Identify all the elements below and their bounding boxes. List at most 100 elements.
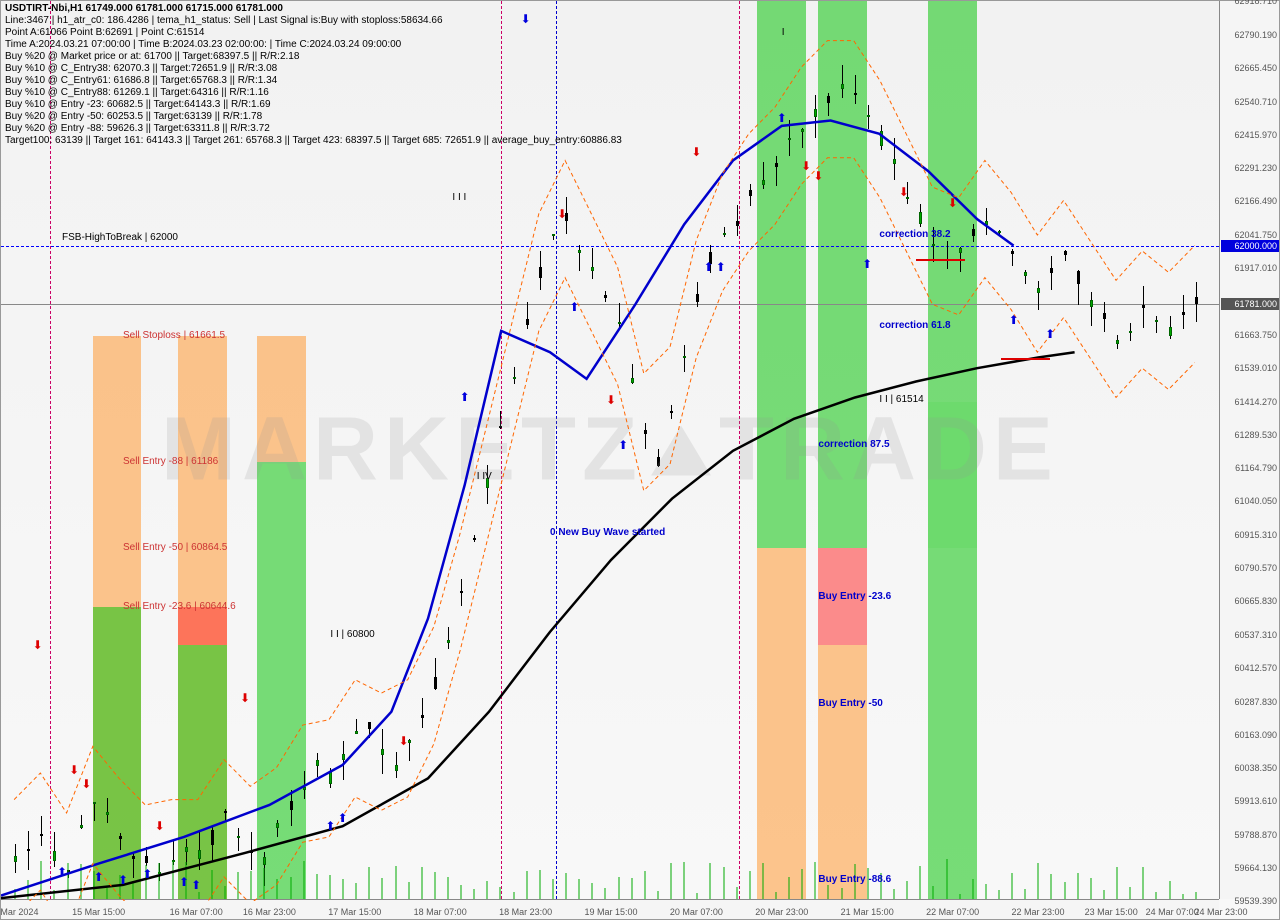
y-tick-label: 61164.790: [1222, 463, 1277, 473]
info-line: Buy %10 @ C_Entry61: 61686.8 || Target:6…: [5, 75, 277, 86]
y-tick-label: 60287.830: [1222, 697, 1277, 707]
info-line: Point A:61066 Point B:62691 | Point C:61…: [5, 27, 204, 38]
y-tick-label: 59913.610: [1222, 796, 1277, 806]
up-arrow-icon: ⬆: [57, 865, 67, 879]
x-axis: 14 Mar 2024 15 Mar 15:00 16 Mar 07:00 16 Ma…: [1, 899, 1219, 919]
chart-label: I IV: [477, 471, 492, 482]
x-tick-label: 23 Mar 15:00: [1085, 907, 1138, 917]
x-tick-label: 15 Mar 15:00: [72, 907, 125, 917]
y-tick-label: 61663.750: [1222, 330, 1277, 340]
x-tick-label: 21 Mar 15:00: [841, 907, 894, 917]
down-arrow-icon: ⬇: [155, 819, 165, 833]
up-arrow-icon: ⬆: [142, 867, 152, 881]
down-arrow-icon: ⬇: [69, 763, 79, 777]
y-tick-label: 59788.870: [1222, 830, 1277, 840]
up-arrow-icon: ⬆: [460, 390, 470, 404]
down-arrow-icon: ⬇: [948, 196, 958, 210]
y-tick-label: 61040.050: [1222, 496, 1277, 506]
x-tick-label: 14 Mar 2024: [0, 907, 38, 917]
chart-label: correction 87.5: [818, 439, 889, 450]
price-label: 61781.000: [1221, 298, 1279, 310]
y-tick-label: 62291.230: [1222, 163, 1277, 173]
red-marker-line: [1001, 358, 1050, 360]
chart-label: Sell Entry -50 | 60864.5: [123, 542, 227, 553]
down-arrow-icon: ⬇: [801, 159, 811, 173]
up-arrow-icon: ⬆: [338, 811, 348, 825]
info-line: Buy %20 @ Entry -88: 59626.3 || Target:6…: [5, 123, 270, 134]
chart-label: I I | 61514: [879, 394, 923, 405]
x-tick-label: 20 Mar 07:00: [670, 907, 723, 917]
chart-label: Sell Stoploss | 61661.5: [123, 330, 225, 341]
chart-label: I: [782, 27, 785, 38]
y-tick-label: 62540.710: [1222, 97, 1277, 107]
down-arrow-icon: ⬇: [81, 777, 91, 791]
up-arrow-icon: ⬆: [716, 260, 726, 274]
info-line: Buy %10 @ Entry -23: 60682.5 || Target:6…: [5, 99, 271, 110]
up-arrow-icon: ⬆: [1009, 313, 1019, 327]
x-tick-label: 22 Mar 23:00: [1011, 907, 1064, 917]
y-tick-label: 61539.010: [1222, 363, 1277, 373]
y-tick-label: 60537.310: [1222, 630, 1277, 640]
y-tick-label: 60915.310: [1222, 530, 1277, 540]
y-tick-label: 60790.570: [1222, 563, 1277, 573]
info-line: Buy %20 @ Entry -50: 60253.5 || Target:6…: [5, 111, 262, 122]
up-arrow-icon: ⬆: [704, 260, 714, 274]
y-tick-label: 62415.970: [1222, 130, 1277, 140]
y-tick-label: 60412.570: [1222, 663, 1277, 673]
y-tick-label: 62041.750: [1222, 230, 1277, 240]
red-marker-line: [916, 259, 965, 261]
chart-label: 0 New Buy Wave started: [550, 527, 665, 538]
up-arrow-icon: ⬆: [191, 878, 201, 892]
y-tick-label: 62918.710: [1222, 0, 1277, 6]
y-tick-label: 60665.830: [1222, 596, 1277, 606]
info-line: Target100: 63139 || Target 161: 64143.3 …: [5, 135, 622, 146]
down-arrow-icon: ⬇: [240, 691, 250, 705]
down-arrow-icon: ⬇: [557, 207, 567, 221]
price-label: 62000.000: [1221, 240, 1279, 252]
y-tick-label: 60038.350: [1222, 763, 1277, 773]
chart-label: Buy Entry -88.6: [818, 874, 891, 885]
x-tick-label: 16 Mar 23:00: [243, 907, 296, 917]
y-tick-label: 60163.090: [1222, 730, 1277, 740]
down-arrow-icon: ⬇: [813, 169, 823, 183]
x-tick-label: 24 Mar 23:00: [1194, 907, 1247, 917]
chart-container: MARKETZ TRADE FSB-HighToBreak | 62000Sel…: [0, 0, 1280, 920]
chart-label: correction 61.8: [879, 320, 950, 331]
chart-label: Sell Entry -88 | 61186: [123, 456, 218, 467]
down-arrow-icon: ⬇: [606, 393, 616, 407]
down-arrow-icon: ⬇: [899, 185, 909, 199]
up-arrow-icon: ⬆: [569, 300, 579, 314]
y-tick-label: 61414.270: [1222, 397, 1277, 407]
chart-label: correction 38.2: [879, 229, 950, 240]
y-tick-label: 61289.530: [1222, 430, 1277, 440]
y-axis: 62918.71062790.19062665.45062540.7106241…: [1219, 1, 1279, 899]
up-arrow-icon: ⬆: [118, 873, 128, 887]
y-tick-label: 59664.130: [1222, 863, 1277, 873]
info-line: Buy %10 @ C_Entry88: 61269.1 || Target:6…: [5, 87, 269, 98]
chart-label: Sell Entry -23.6 | 60644.6: [123, 601, 236, 612]
up-arrow-icon: ⬆: [94, 870, 104, 884]
y-tick-label: 62166.490: [1222, 196, 1277, 206]
chart-label: Buy Entry -23.6: [818, 591, 891, 602]
info-line: Buy %10 @ C_Entry38: 62070.3 || Target:7…: [5, 63, 277, 74]
x-tick-label: 17 Mar 15:00: [328, 907, 381, 917]
y-tick-label: 62790.190: [1222, 30, 1277, 40]
hline-label: FSB-HighToBreak | 62000: [62, 232, 178, 243]
y-tick-label: 59539.390: [1222, 896, 1277, 906]
x-tick-label: 18 Mar 07:00: [414, 907, 467, 917]
down-arrow-icon: ⬇: [691, 145, 701, 159]
info-line: Buy %20 @ Market price or at: 61700 || T…: [5, 51, 299, 62]
chart-label: I I I: [452, 192, 466, 203]
info-line: Line:3467 | h1_atr_c0: 186.4286 | tema_h…: [5, 15, 443, 26]
down-arrow-icon: ⬇: [33, 638, 43, 652]
x-tick-label: 16 Mar 07:00: [170, 907, 223, 917]
x-tick-label: 18 Mar 23:00: [499, 907, 552, 917]
x-tick-label: 24 Mar 07:00: [1146, 907, 1199, 917]
up-arrow-icon: ⬆: [618, 438, 628, 452]
up-arrow-icon: ⬆: [179, 875, 189, 889]
down-arrow-icon: ⬇: [521, 12, 531, 26]
x-tick-label: 19 Mar 15:00: [584, 907, 637, 917]
up-arrow-icon: ⬆: [325, 819, 335, 833]
up-arrow-icon: ⬆: [1045, 327, 1055, 341]
y-tick-label: 61917.010: [1222, 263, 1277, 273]
